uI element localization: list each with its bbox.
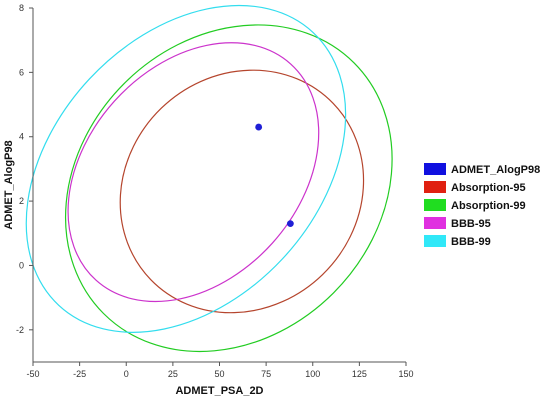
y-tick-label: 0 xyxy=(19,260,24,270)
y-tick-label: 2 xyxy=(19,196,24,206)
legend: ADMET_AlogP98 Absorption-95 Absorption-99 B… xyxy=(424,163,540,248)
legend-label-absorption-99: Absorption-99 xyxy=(451,200,526,212)
legend-swatch-bbb-95 xyxy=(424,217,446,229)
ellipse-bbb-95 xyxy=(67,42,320,303)
legend-label-bbb-99: BBB-99 xyxy=(451,236,491,248)
x-tick-label: 125 xyxy=(352,369,367,379)
y-tick-label: 4 xyxy=(19,132,24,142)
x-axis-title: ADMET_PSA_2D xyxy=(175,385,263,397)
data-point xyxy=(255,123,263,131)
y-tick-label: 8 xyxy=(19,3,24,13)
x-tick-label: 75 xyxy=(261,369,271,379)
ellipse-bbb-99 xyxy=(25,4,347,333)
ellipse-layer xyxy=(25,4,393,353)
legend-swatch-absorption-99 xyxy=(424,199,446,211)
x-tick-label: -50 xyxy=(26,369,39,379)
y-axis-title: ADMET_AlogP98 xyxy=(3,140,15,229)
point-layer xyxy=(255,123,294,228)
y-tick-label: -2 xyxy=(16,325,24,335)
ellipse-absorption-95 xyxy=(119,69,365,314)
data-point xyxy=(286,220,294,228)
x-tick-label: 25 xyxy=(168,369,178,379)
x-tick-label: 150 xyxy=(398,369,413,379)
legend-label-absorption-95: Absorption-95 xyxy=(451,182,526,194)
legend-label-bbb-95: BBB-95 xyxy=(451,218,491,230)
y-tick-label: 6 xyxy=(19,67,24,77)
legend-swatch-bbb-99 xyxy=(424,235,446,247)
legend-swatch-admet-alogp98 xyxy=(424,163,446,175)
axis-layer xyxy=(32,8,406,363)
legend-swatch-absorption-95 xyxy=(424,181,446,193)
x-tick-label: 100 xyxy=(305,369,320,379)
legend-label-admet-alogp98: ADMET_AlogP98 xyxy=(451,164,540,176)
x-tick-label: 0 xyxy=(124,369,129,379)
x-tick-label: -25 xyxy=(73,369,86,379)
x-tick-label: 50 xyxy=(214,369,224,379)
tick-layer: -50 -25 0 25 50 75 100 125 150 -2 0 2 4 6 8 xyxy=(16,3,414,379)
ellipse-absorption-99 xyxy=(64,24,393,353)
